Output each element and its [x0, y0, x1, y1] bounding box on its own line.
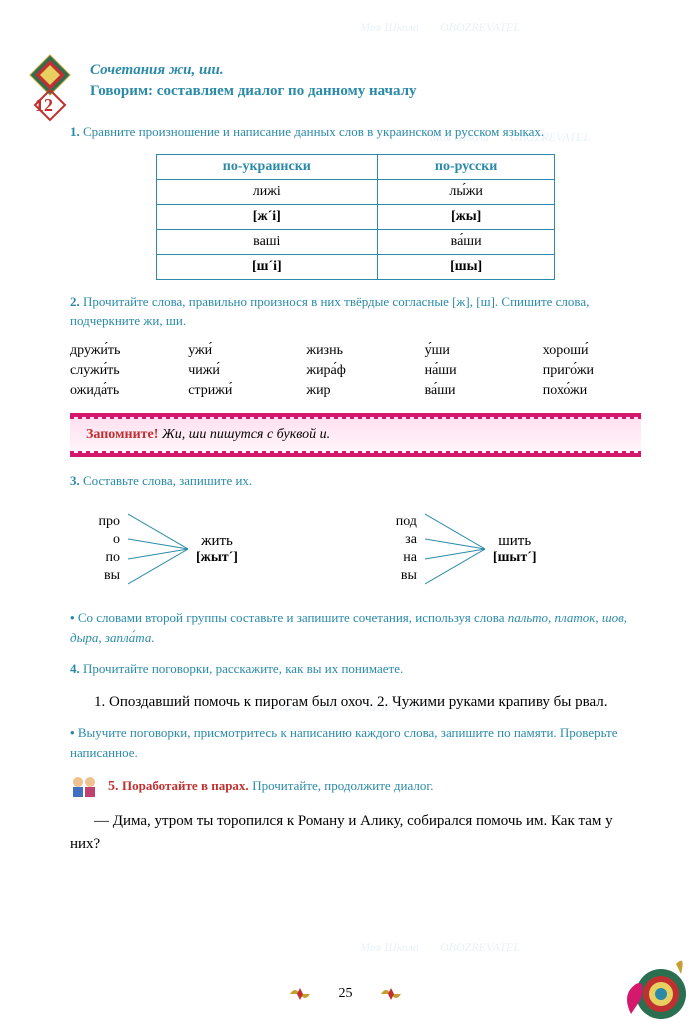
ornament-left-icon [285, 984, 315, 1004]
root-transcription: [жыт´] [196, 550, 238, 566]
prefix: по [70, 550, 120, 566]
memo-box: Запомните! Жи, ши пишутся с буквой и. [70, 413, 641, 457]
task-1: 1. Сравните произношение и написание дан… [70, 122, 641, 142]
table-cell: [ж´і] [156, 204, 377, 229]
lesson-number: 12 [35, 95, 53, 116]
table-cell: [шы] [377, 254, 554, 279]
word: хороши́ [543, 343, 641, 359]
table-cell: ваші [156, 229, 377, 254]
root-word: жить [196, 533, 238, 550]
pair-label: Поработайте в парах. [122, 778, 249, 793]
memo-text: Жи, ши пишутся с буквой и. [162, 427, 330, 442]
corner-paisley-icon [591, 924, 691, 1024]
watermark: Моя Школа [360, 20, 419, 35]
task-4: 4. Прочитайте поговорки, расскажите, как… [70, 659, 641, 679]
bullet-1: Со словами второй группы составьте и зап… [70, 608, 641, 647]
lesson-header: 12 Сочетания жи, ши. Говорим: составляем… [70, 60, 641, 102]
task-text: Составьте слова, запишите их. [83, 473, 252, 488]
root-transcription: [шыт´] [493, 550, 537, 566]
table-cell: [ш´і] [156, 254, 377, 279]
task-text: Сравните произношение и написание данных… [83, 124, 544, 139]
word: стрижи́ [188, 383, 286, 399]
prefix: на [367, 550, 417, 566]
proverbs: 1. Опоздавший помочь к пирогам был охоч.… [70, 691, 641, 714]
bullet-text: Выучите поговорки, присмотритесь к напис… [70, 725, 618, 760]
word: ужи́ [188, 343, 286, 359]
word: ожида́ть [70, 383, 168, 399]
memo-label: Запомните! [86, 427, 158, 442]
word: жизнь [306, 343, 404, 359]
comparison-table: по-украински по-русски лижі лы́жи [ж´і] … [156, 154, 556, 280]
table-cell: лы́жи [377, 179, 554, 204]
word-diagram: про о по вы жить [жыт´] под за на вы [70, 504, 641, 594]
word: на́ши [425, 363, 523, 379]
word: жир [306, 383, 404, 399]
prefix: за [367, 532, 417, 548]
watermark: Моя Школа [360, 940, 419, 955]
ornament-right-icon [376, 984, 406, 1004]
task-num: 3. [70, 473, 80, 488]
prefix: о [70, 532, 120, 548]
watermark: OBOZREVATEL [440, 20, 520, 35]
table-header: по-русски [377, 154, 554, 179]
bullet-2: Выучите поговорки, присмотритесь к напис… [70, 723, 641, 762]
word: жира́ф [306, 363, 404, 379]
lesson-title: Сочетания жи, ши. Говорим: составляем ди… [90, 60, 641, 102]
table-cell: лижі [156, 179, 377, 204]
diagram-left: про о по вы жить [жыт´] [70, 504, 344, 594]
watermark: OBOZREVATEL [440, 940, 520, 955]
word: приго́жи [543, 363, 641, 379]
diamond-ornament-icon [20, 50, 80, 130]
word: дружи́ть [70, 343, 168, 359]
root-word: шить [493, 533, 537, 550]
task-5: 5. Поработайте в парах. Прочитайте, прод… [70, 774, 641, 798]
diagram-right: под за на вы шить [шыт´] [367, 504, 641, 594]
bullet-text: Со словами второй группы составьте и зап… [78, 610, 508, 625]
title-line-1: Сочетания жи, ши. [90, 60, 641, 81]
prefix: вы [70, 568, 120, 584]
table-header: по-украински [156, 154, 377, 179]
page-number: 25 [339, 986, 353, 1002]
task-num: 2. [70, 294, 80, 309]
task-text: Прочитайте, продолжите диалог. [252, 778, 433, 793]
connector-lines [425, 504, 485, 594]
task-3: 3. Составьте слова, запишите их. [70, 471, 641, 491]
task-num: 5. [108, 779, 119, 794]
page-footer: 25 [0, 984, 691, 1004]
connector-lines [128, 504, 188, 594]
word: ва́ши [425, 383, 523, 399]
word: чижи́ [188, 363, 286, 379]
table-cell: ва́ши [377, 229, 554, 254]
title-line-2: Говорим: составляем диалог по данному на… [90, 81, 641, 102]
prefix: про [70, 514, 120, 530]
word: похо́жи [543, 383, 641, 399]
pair-icon [70, 774, 100, 798]
task-2: 2. Прочитайте слова, правильно произнося… [70, 292, 641, 331]
dialog-text: — Дима, утром ты торопился к Роману и Ал… [70, 810, 641, 855]
task-text: Прочитайте поговорки, расскажите, как вы… [83, 661, 403, 676]
table-cell: [жы] [377, 204, 554, 229]
word: служи́ть [70, 363, 168, 379]
word: у́ши [425, 343, 523, 359]
prefix: вы [367, 568, 417, 584]
word-grid: дружи́ть ужи́ жизнь у́ши хороши́ служи́т… [70, 343, 641, 399]
prefix: под [367, 514, 417, 530]
task-text: Прочитайте слова, правильно произнося в … [70, 294, 589, 329]
task-num: 4. [70, 661, 80, 676]
